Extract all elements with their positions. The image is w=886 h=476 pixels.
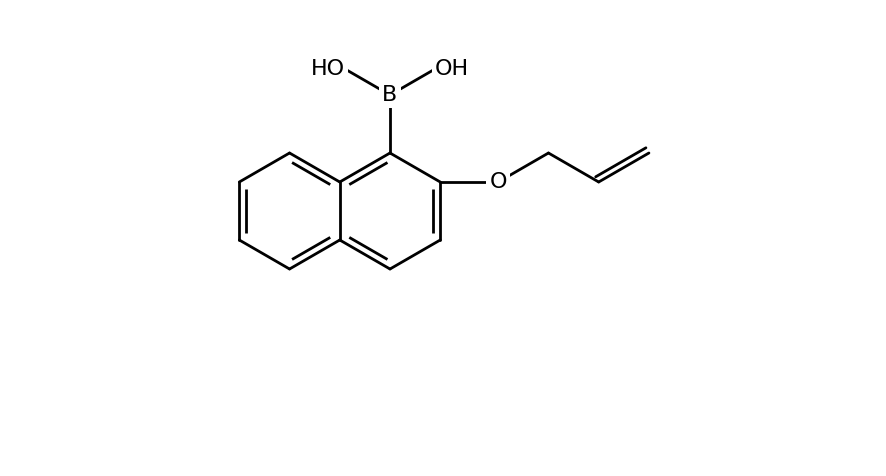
Text: HO: HO [311, 59, 345, 79]
Text: O: O [489, 172, 507, 192]
Text: OH: OH [435, 59, 470, 79]
Text: B: B [383, 85, 398, 105]
